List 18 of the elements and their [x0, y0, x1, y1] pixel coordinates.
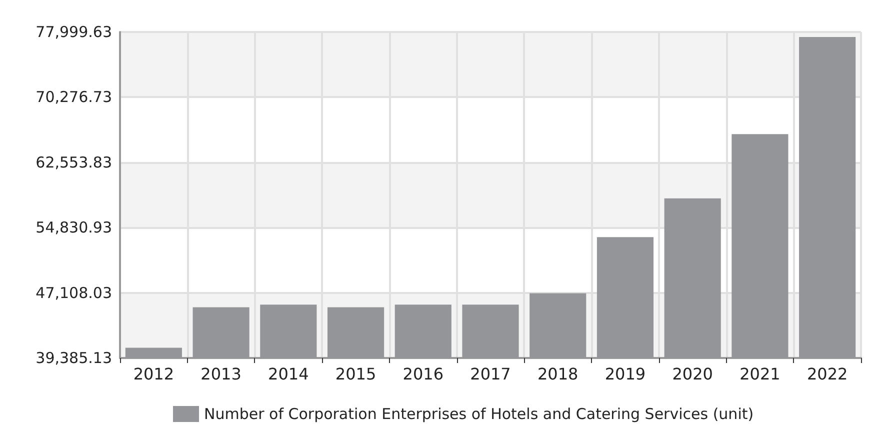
y-tick-label: 54,830.93	[36, 218, 112, 237]
x-tick-label: 2021	[740, 364, 780, 384]
y-tick-label: 62,553.83	[36, 153, 112, 172]
legend-label: Number of Corporation Enterprises of Hotels and Catering Services (unit)	[204, 405, 754, 423]
x-tick-label: 2017	[470, 364, 511, 384]
x-tick-label: 2022	[806, 364, 848, 384]
x-tick-label: 2015	[335, 364, 376, 384]
x-tick-label: 2019	[604, 364, 646, 384]
y-tick-label: 47,108.03	[36, 284, 112, 302]
x-tick-label: 2016	[402, 364, 444, 384]
x-tick-label: 2018	[538, 364, 578, 384]
y-tick-label: 77,999.63	[36, 23, 112, 41]
y-tick-label: 39,385.13	[36, 349, 112, 367]
x-tick-label: 2013	[200, 364, 242, 384]
x-tick-label: 2012	[133, 364, 174, 384]
y-tick-label: 70,276.73	[36, 88, 112, 106]
x-tick-label: 2020	[672, 364, 713, 384]
x-tick-label: 2014	[268, 364, 309, 384]
